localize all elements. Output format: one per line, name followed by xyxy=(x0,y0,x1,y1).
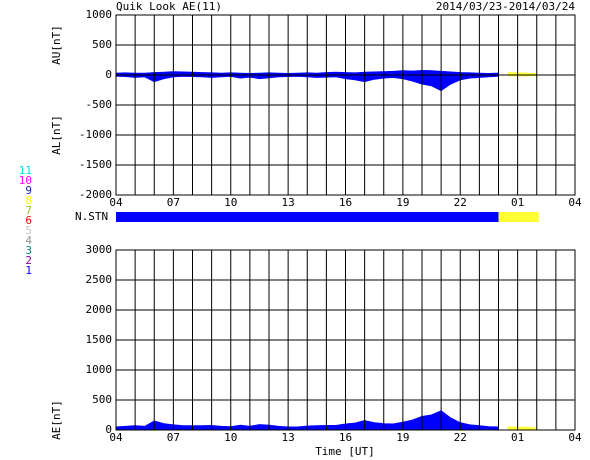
station-segment xyxy=(498,212,539,222)
plot-frame xyxy=(115,249,576,431)
x-tick-label: 07 xyxy=(167,196,180,209)
x-tick-label: 10 xyxy=(224,196,237,209)
station-number: 8 xyxy=(25,194,32,207)
y-tick-label: 2500 xyxy=(86,273,113,286)
station-number: 4 xyxy=(25,234,32,247)
y-tick-label: 3000 xyxy=(86,243,113,256)
y-axis-label: AE[nT] xyxy=(50,400,63,440)
date-range: 2014/03/23-2014/03/24 xyxy=(436,0,575,13)
y-tick-label: 1000 xyxy=(86,8,113,21)
station-number: 2 xyxy=(25,254,32,267)
y-tick-label: -2000 xyxy=(79,188,112,201)
x-axis-label: Time [UT] xyxy=(315,445,375,458)
x-tick-label: 04 xyxy=(568,431,582,444)
station-number: 9 xyxy=(25,184,32,197)
station-segment xyxy=(116,212,499,222)
chart-title: Quik Look AE(11) xyxy=(116,0,222,13)
x-tick-label: 01 xyxy=(511,196,524,209)
y-tick-label: 1500 xyxy=(86,333,113,346)
station-number: 11 xyxy=(19,164,32,177)
x-tick-label: 07 xyxy=(167,431,180,444)
station-number: 7 xyxy=(25,204,32,217)
x-tick-label: 16 xyxy=(339,196,352,209)
y-tick-label: -500 xyxy=(86,98,113,111)
station-number: 10 xyxy=(19,174,32,187)
station-label: N.STN xyxy=(75,210,108,223)
y-tick-label: 0 xyxy=(105,68,112,81)
x-tick-label: 04 xyxy=(109,196,123,209)
x-tick-label: 13 xyxy=(282,431,295,444)
x-tick-label: 04 xyxy=(109,431,123,444)
x-tick-label: 16 xyxy=(339,431,352,444)
plot-frame xyxy=(115,14,576,196)
y-tick-label: 500 xyxy=(92,393,112,406)
x-tick-label: 04 xyxy=(568,196,582,209)
station-number: 5 xyxy=(25,224,32,237)
station-number: 3 xyxy=(25,244,32,257)
station-number: 1 xyxy=(25,264,32,277)
x-tick-label: 22 xyxy=(454,196,467,209)
y-tick-label: 0 xyxy=(105,423,112,436)
x-tick-label: 01 xyxy=(511,431,524,444)
y-tick-label: -1500 xyxy=(79,158,112,171)
y-tick-label: 2000 xyxy=(86,303,113,316)
x-tick-label: 22 xyxy=(454,431,467,444)
y-axis-label: AL[nT] xyxy=(50,115,63,155)
station-number: 6 xyxy=(25,214,32,227)
y-tick-label: 500 xyxy=(92,38,112,51)
y-axis-label: AU[nT] xyxy=(50,25,63,65)
x-tick-label: 19 xyxy=(396,431,409,444)
x-tick-label: 13 xyxy=(282,196,295,209)
x-tick-label: 10 xyxy=(224,431,237,444)
y-tick-label: -1000 xyxy=(79,128,112,141)
x-tick-label: 19 xyxy=(396,196,409,209)
y-tick-label: 1000 xyxy=(86,363,113,376)
